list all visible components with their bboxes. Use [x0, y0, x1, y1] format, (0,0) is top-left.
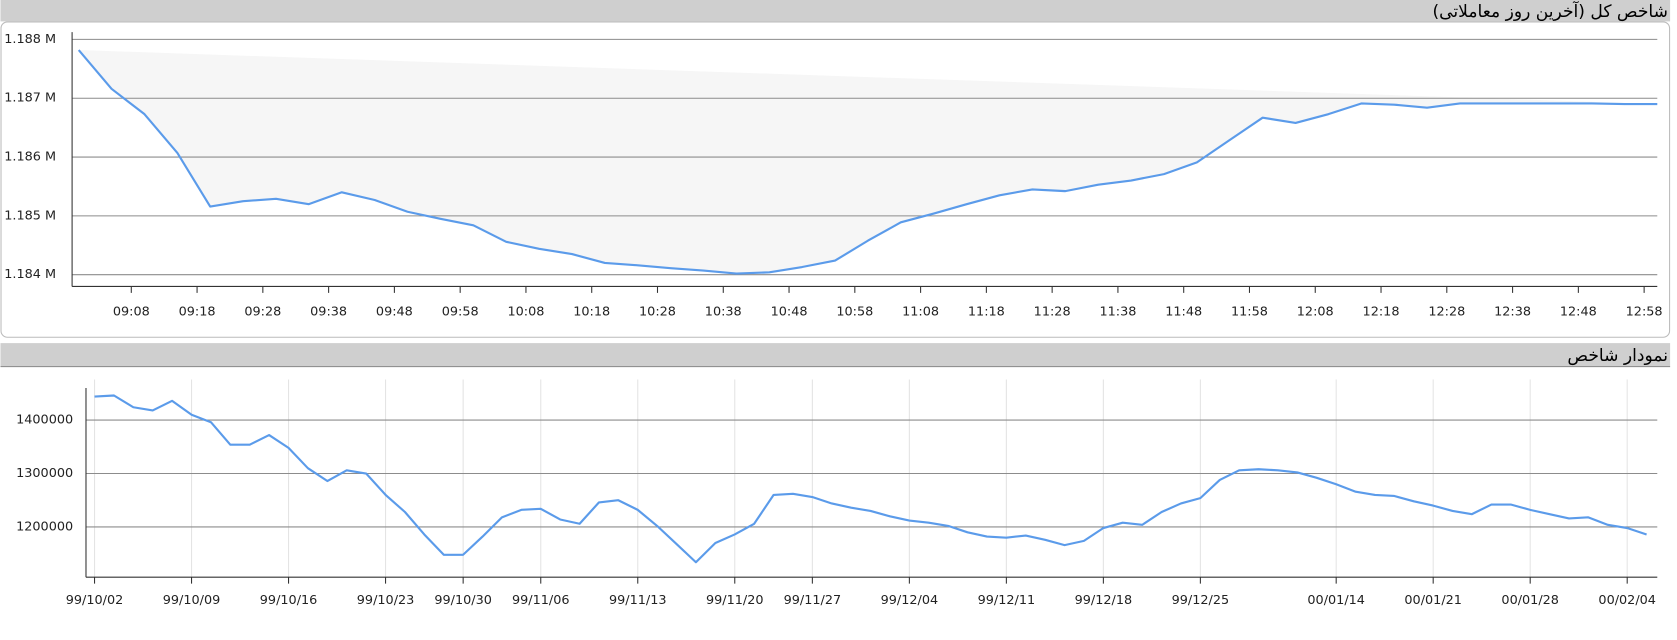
x-tick-label: 99/10/23 [357, 593, 415, 608]
x-tick-label: 11:48 [1165, 305, 1202, 320]
x-tick-label: 09:58 [442, 305, 479, 320]
x-tick-label: 12:18 [1363, 305, 1400, 320]
x-tick-label: 99/10/09 [163, 593, 221, 608]
x-tick-label: 00/01/28 [1501, 593, 1559, 608]
x-tick-label: 12:28 [1428, 305, 1465, 320]
y-tick-label: 1300000 [16, 466, 73, 481]
y-tick-label: 1.184 M [4, 267, 56, 282]
x-tick-label: 99/11/20 [706, 593, 764, 608]
x-tick-label: 10:18 [573, 305, 610, 320]
x-tick-label: 12:38 [1494, 305, 1531, 320]
x-tick-label: 11:58 [1231, 305, 1268, 320]
x-tick-label: 09:48 [376, 305, 413, 320]
panel-title: شاخص کل (آخرین روز معاملاتی) [1433, 0, 1668, 22]
x-tick-label: 12:08 [1297, 305, 1334, 320]
x-tick-label: 99/10/30 [434, 593, 492, 608]
x-tick-label: 99/12/11 [978, 593, 1036, 608]
x-tick-label: 99/11/06 [512, 593, 570, 608]
y-tick-label: 1200000 [16, 519, 73, 534]
x-tick-label: 99/12/04 [881, 593, 939, 608]
y-tick-label: 1.185 M [4, 208, 56, 223]
x-tick-label: 99/11/13 [609, 593, 667, 608]
x-tick-label: 99/10/02 [66, 593, 124, 608]
x-tick-label: 10:08 [507, 305, 544, 320]
y-tick-label: 1.187 M [4, 91, 56, 106]
x-tick-label: 10:58 [836, 305, 873, 320]
y-tick-label: 1400000 [16, 413, 73, 428]
x-tick-label: 11:38 [1099, 305, 1136, 320]
y-tick-label: 1.186 M [4, 150, 56, 165]
line [94, 394, 1647, 564]
x-tick-label: 10:28 [639, 305, 676, 320]
x-tick-label: 10:38 [705, 305, 742, 320]
x-tick-label: 00/01/21 [1404, 593, 1462, 608]
x-tick-label: 11:18 [968, 305, 1005, 320]
x-tick-label: 12:58 [1626, 305, 1663, 320]
x-tick-label: 00/02/04 [1598, 593, 1656, 608]
y-tick-label: 1.188 M [4, 32, 56, 47]
area [78, 50, 1658, 274]
x-tick-label: 99/10/16 [260, 593, 318, 608]
x-tick-label: 11:28 [1034, 305, 1071, 320]
x-tick-label: 99/12/18 [1075, 593, 1133, 608]
x-tick-label: 09:28 [244, 305, 281, 320]
x-tick-label: 12:48 [1560, 305, 1597, 320]
x-tick-label: 99/12/25 [1172, 593, 1230, 608]
x-tick-label: 09:18 [179, 305, 216, 320]
line [77, 49, 1658, 275]
x-tick-label: 09:38 [310, 305, 347, 320]
x-tick-label: 09:08 [113, 305, 150, 320]
panel-title: نمودار شاخص [1567, 346, 1668, 366]
x-tick-label: 00/01/14 [1307, 593, 1365, 608]
x-tick-label: 11:08 [902, 305, 939, 320]
x-tick-label: 10:48 [771, 305, 808, 320]
panel-header [0, 0, 1671, 22]
panel-header [0, 343, 1671, 367]
x-tick-label: 99/11/27 [784, 593, 842, 608]
